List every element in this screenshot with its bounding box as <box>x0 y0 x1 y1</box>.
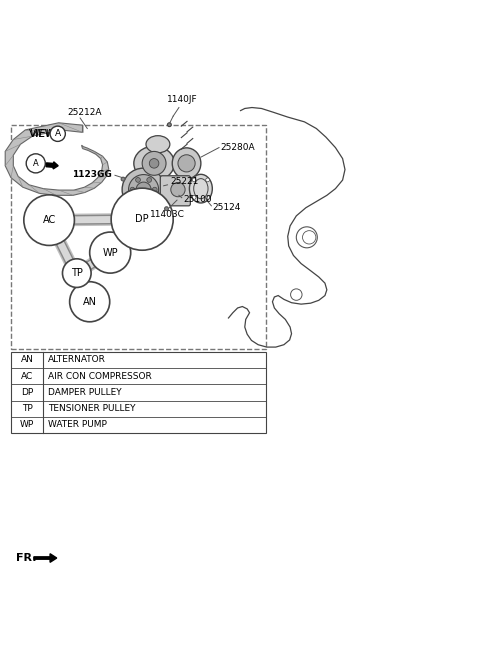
Bar <box>11 352 266 433</box>
Circle shape <box>152 187 157 192</box>
Circle shape <box>142 152 166 175</box>
Text: ALTERNATOR: ALTERNATOR <box>48 356 106 365</box>
Text: A: A <box>33 159 38 168</box>
Circle shape <box>136 197 141 201</box>
Text: 25280A: 25280A <box>220 143 254 152</box>
Circle shape <box>168 123 171 127</box>
Bar <box>11 125 266 350</box>
Text: WP: WP <box>102 247 118 258</box>
Circle shape <box>136 178 141 182</box>
FancyArrow shape <box>46 162 58 169</box>
Circle shape <box>50 126 65 142</box>
Circle shape <box>192 178 196 182</box>
Ellipse shape <box>190 174 212 203</box>
Text: VIEW: VIEW <box>29 129 56 139</box>
Circle shape <box>122 168 165 211</box>
Ellipse shape <box>146 136 170 153</box>
Text: AN: AN <box>21 356 34 365</box>
Circle shape <box>24 195 74 245</box>
Text: TP: TP <box>71 268 83 278</box>
Text: FR.: FR. <box>16 553 36 563</box>
Text: AIR CON COMPRESSOR: AIR CON COMPRESSOR <box>48 372 152 380</box>
Text: 25124: 25124 <box>212 203 240 213</box>
Circle shape <box>149 159 159 168</box>
Text: A: A <box>55 129 61 138</box>
Circle shape <box>136 182 151 197</box>
Ellipse shape <box>134 146 174 180</box>
Circle shape <box>147 178 152 182</box>
Text: 1140JF: 1140JF <box>168 94 198 104</box>
Circle shape <box>147 197 152 201</box>
FancyBboxPatch shape <box>160 176 191 206</box>
Text: 11403C: 11403C <box>150 210 185 218</box>
Polygon shape <box>5 123 109 195</box>
Text: TENSIONER PULLEY: TENSIONER PULLEY <box>48 404 136 413</box>
Text: AC: AC <box>21 372 33 380</box>
Text: TP: TP <box>22 404 33 413</box>
Text: WATER PUMP: WATER PUMP <box>48 420 107 430</box>
Circle shape <box>171 182 185 197</box>
Circle shape <box>62 259 91 287</box>
Circle shape <box>90 232 131 273</box>
Text: 25100: 25100 <box>184 195 212 203</box>
Text: DP: DP <box>135 215 149 224</box>
Text: DP: DP <box>21 388 33 397</box>
Ellipse shape <box>172 148 201 179</box>
Text: 1123GG: 1123GG <box>72 170 112 179</box>
Circle shape <box>192 195 196 199</box>
Text: DAMPER PULLEY: DAMPER PULLEY <box>48 388 122 397</box>
Text: AC: AC <box>43 215 56 225</box>
Circle shape <box>206 178 210 182</box>
Circle shape <box>26 154 45 173</box>
FancyArrow shape <box>34 554 57 562</box>
Circle shape <box>129 174 158 205</box>
Circle shape <box>206 195 210 199</box>
Circle shape <box>178 155 195 172</box>
Text: AN: AN <box>83 297 96 307</box>
Circle shape <box>70 281 110 322</box>
Text: WP: WP <box>20 420 34 430</box>
Text: 25212A: 25212A <box>68 108 102 117</box>
Circle shape <box>121 177 125 181</box>
Text: 25221: 25221 <box>171 178 199 186</box>
Circle shape <box>111 188 173 250</box>
Text: VIEW: VIEW <box>29 129 56 139</box>
Circle shape <box>130 187 135 192</box>
Circle shape <box>165 207 168 211</box>
